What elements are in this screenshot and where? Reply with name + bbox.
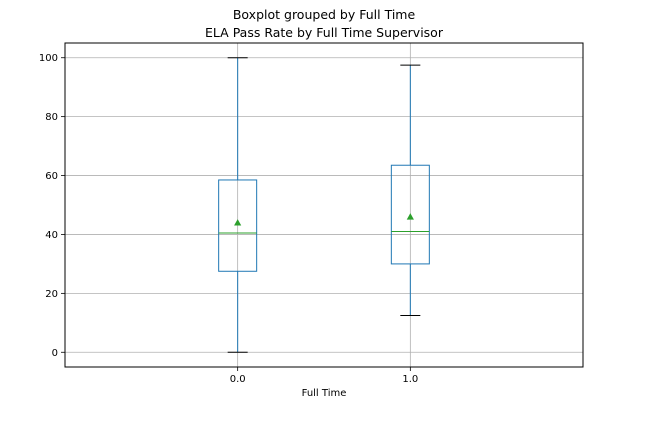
box-group-1.0 (390, 64, 430, 316)
y-tick-label: 100 (39, 53, 58, 64)
x-tick-label: 1.0 (402, 374, 418, 385)
x-tick-label: 0.0 (230, 374, 246, 385)
y-axis-ticks: 0 20 40 60 80 100 (39, 53, 65, 359)
axes-frame (64, 42, 584, 368)
y-tick-label: 20 (45, 289, 58, 300)
iqr-box (218, 179, 258, 272)
box-group-0.0 (218, 57, 258, 353)
y-tick-label: 40 (45, 230, 58, 241)
iqr-box (390, 164, 430, 265)
grid-lines (65, 43, 583, 367)
x-axis-ticks: 0.0 1.0 (230, 367, 418, 385)
mean-marker (406, 213, 414, 220)
box-series (218, 57, 430, 353)
plot-area: 0 20 40 60 80 100 0.0 1.0 (39, 42, 584, 385)
chart-title: ELA Pass Rate by Full Time Supervisor (205, 25, 444, 40)
mean-marker (234, 219, 242, 226)
x-axis-label: Full Time (302, 388, 347, 399)
figure-suptitle: Boxplot grouped by Full Time (233, 7, 416, 22)
y-tick-label: 80 (45, 112, 58, 123)
y-tick-label: 60 (45, 171, 58, 182)
y-tick-label: 0 (52, 348, 58, 359)
